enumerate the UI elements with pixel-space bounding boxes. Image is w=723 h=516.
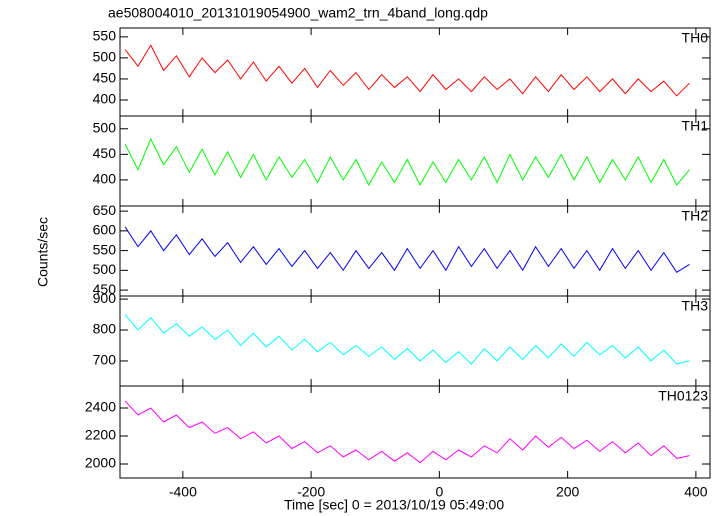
y-tick-label: 450	[93, 281, 117, 297]
panel-label: TH0123	[658, 388, 708, 404]
y-tick-label: 600	[93, 222, 117, 238]
y-tick-label: 2200	[85, 427, 116, 443]
data-line	[124, 137, 690, 187]
x-tick-label: 0	[435, 484, 443, 500]
panel-label: TH3	[682, 298, 709, 314]
data-line	[124, 226, 690, 273]
y-tick-label: 500	[93, 261, 117, 277]
x-tick-label: 200	[556, 484, 580, 500]
y-tick-label: 650	[93, 202, 117, 218]
y-tick-label: 800	[93, 321, 117, 337]
y-tick-label: 400	[93, 91, 117, 107]
x-tick-label: 400	[684, 484, 708, 500]
y-tick-label: 500	[93, 119, 117, 135]
panel-label: TH2	[682, 208, 709, 224]
panel-label: TH1	[682, 118, 709, 134]
x-axis-label: Time [sec] 0 = 2013/10/19 05:49:00	[284, 497, 504, 513]
panel-frame	[119, 27, 711, 117]
y-tick-label: 550	[93, 241, 117, 257]
data-line	[124, 44, 690, 97]
data-line	[124, 400, 690, 464]
y-tick-label: 500	[93, 49, 117, 65]
x-tick-label: -400	[169, 484, 197, 500]
y-tick-label: 400	[93, 171, 117, 187]
y-tick-label: 550	[93, 28, 117, 44]
y-tick-label: 900	[93, 290, 117, 306]
y-axis-label: Counts/sec	[35, 217, 51, 287]
y-tick-label: 2400	[85, 399, 116, 415]
x-tick-label: -200	[297, 484, 325, 500]
panel-frame	[119, 385, 711, 479]
panel-label: TH0	[682, 30, 709, 46]
y-tick-label: 2000	[85, 455, 116, 471]
panel-frame	[119, 205, 711, 297]
data-line	[124, 314, 690, 365]
y-tick-label: 450	[93, 145, 117, 161]
chart-title: ae508004010_20131019054900_wam2_trn_4ban…	[108, 5, 488, 21]
y-tick-label: 700	[93, 352, 117, 368]
panel-frame	[119, 295, 711, 387]
y-tick-label: 450	[93, 70, 117, 86]
